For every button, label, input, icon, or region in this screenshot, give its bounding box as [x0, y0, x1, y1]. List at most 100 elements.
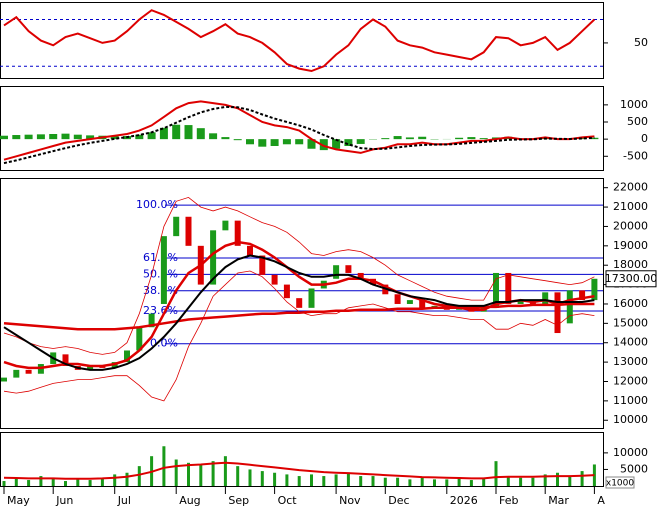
candle — [357, 272, 364, 279]
volume-bar — [494, 461, 498, 486]
series-line — [3, 461, 595, 480]
histogram-bar — [455, 137, 464, 140]
histogram-bar — [86, 135, 95, 140]
candle — [579, 290, 586, 301]
y-tick-label: 500 — [627, 115, 648, 128]
y-tick-label: 0 — [641, 132, 648, 145]
candle — [493, 272, 499, 308]
x-tick-label: Feb — [499, 494, 518, 507]
histogram-bar — [282, 139, 291, 145]
y-tick-label: 19000 — [613, 239, 648, 252]
histogram-bar — [172, 124, 181, 140]
histogram-bar — [246, 139, 254, 145]
unit-box — [605, 476, 635, 489]
histogram-bar — [209, 133, 218, 140]
histogram-bar — [12, 135, 21, 140]
volume-bar — [211, 461, 215, 486]
histogram-bar — [270, 139, 279, 146]
x-tick-label: Sep — [228, 494, 249, 507]
histogram-bar — [49, 134, 58, 140]
y-tick-label: 10000 — [613, 413, 648, 426]
y-tick-label: 15000 — [613, 316, 648, 329]
volume-bar — [100, 477, 104, 486]
y-tick-label: 10000 — [613, 446, 648, 459]
x-tick-label: May — [7, 494, 30, 507]
fib-label: 0.0% — [150, 337, 178, 350]
histogram-bar — [332, 139, 341, 149]
candle — [247, 245, 253, 256]
volume-bar — [580, 471, 584, 486]
candle — [271, 274, 278, 285]
candle — [283, 284, 290, 299]
volume-bar — [297, 476, 301, 486]
volume-bar — [322, 476, 326, 486]
series-line — [3, 254, 595, 371]
volume-bar — [420, 477, 424, 486]
fib-label: 100.0% — [136, 198, 178, 211]
fib-label: 38.2% — [143, 284, 178, 297]
candle — [222, 220, 229, 231]
candle — [505, 272, 512, 304]
volume-bar — [27, 480, 31, 486]
candle — [185, 216, 192, 246]
histogram-bar — [418, 136, 427, 140]
volume-bar — [469, 480, 473, 486]
fib-label: 61.8% — [143, 251, 178, 264]
volume-bar — [76, 479, 80, 486]
volume-bar — [64, 481, 67, 486]
candle — [62, 354, 69, 366]
macd-frame — [0, 86, 604, 171]
volume-bar — [223, 456, 227, 486]
x-tick-label: Dec — [388, 494, 409, 507]
volume-bar — [506, 476, 510, 486]
rsi-frame — [0, 2, 604, 79]
histogram-bar — [221, 137, 230, 140]
y-tick-label: 18000 — [613, 258, 648, 271]
series-line — [3, 9, 596, 73]
candle — [517, 300, 524, 304]
histogram-bar — [393, 136, 402, 140]
candle — [173, 216, 180, 237]
histogram-bar — [295, 139, 304, 145]
volume-bar — [396, 477, 400, 486]
volume-bar — [556, 472, 559, 486]
volume-bar — [310, 474, 313, 486]
histogram-bar — [479, 138, 488, 140]
volume-bar — [14, 477, 18, 486]
volume-bar — [2, 481, 6, 486]
candle — [345, 265, 352, 273]
volume-bar — [273, 472, 277, 486]
y-tick-label: 11000 — [613, 394, 648, 407]
candle — [259, 255, 266, 275]
histogram-bar — [467, 137, 476, 140]
histogram-bar — [36, 134, 45, 140]
candle — [333, 265, 340, 279]
candle — [1, 377, 7, 382]
histogram-bar — [110, 136, 119, 140]
y-tick-label: 5000 — [620, 462, 648, 475]
x-tick-label: 2026 — [450, 494, 478, 507]
volume-bar — [260, 471, 264, 486]
y-tick-label: 12000 — [613, 374, 648, 387]
histogram-bar — [578, 138, 587, 140]
y-tick-label: 16000 — [613, 297, 648, 310]
histogram-bar — [61, 133, 70, 140]
volume-bar — [346, 472, 350, 486]
series-line — [3, 240, 595, 370]
volume-bar — [236, 466, 240, 486]
histogram-bar — [258, 139, 267, 147]
volume-bar — [125, 472, 129, 486]
histogram-bar — [381, 138, 390, 140]
volume-bar — [113, 474, 117, 486]
candle — [591, 278, 598, 301]
histogram-bar — [0, 135, 8, 140]
histogram-bar — [356, 139, 365, 144]
candle — [554, 292, 561, 334]
histogram-bar — [344, 139, 353, 146]
volume-bar — [457, 478, 461, 486]
histogram-bar — [184, 125, 193, 140]
series-line — [3, 105, 595, 165]
unit-label: x1000 — [606, 479, 635, 489]
